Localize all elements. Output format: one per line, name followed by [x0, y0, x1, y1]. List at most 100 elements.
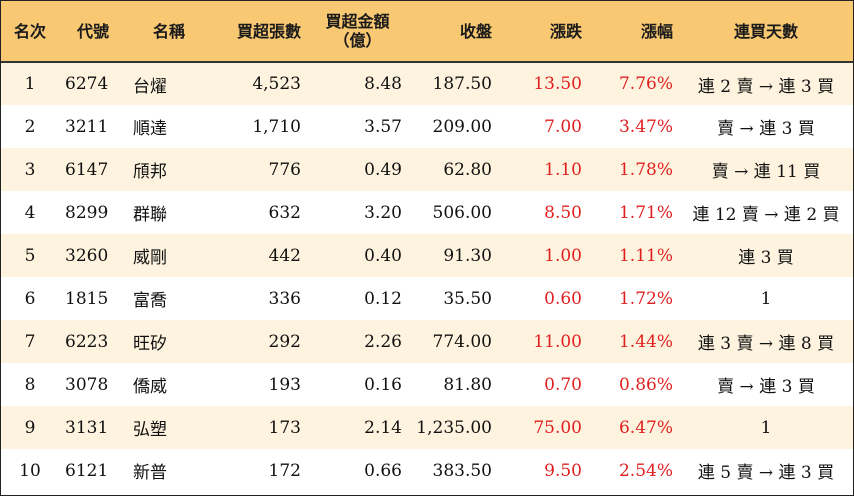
price-change-cell: 7.00: [544, 116, 582, 137]
buy-streak-cell: 連 3 買: [738, 248, 794, 268]
close-price-cell: 209.00: [432, 116, 492, 137]
buy-streak-cell: 1: [760, 417, 772, 438]
buy-streak-cell: 連 12 賣 → 連 2 買: [692, 205, 840, 225]
table-row: 4 8299 群聯 632 3.20 506.00 8.50 1.71% 連 12 賣 → 連 …: [1, 191, 853, 234]
net-buy-shares-cell: 442: [268, 245, 301, 266]
change-pct-cell: 1.72%: [618, 288, 673, 309]
net-buy-shares-cell: 173: [268, 417, 301, 438]
header-net-buy-amount: 買超金額 （億）: [307, 1, 408, 62]
buy-streak-cell: 1: [760, 288, 772, 309]
stock-code-cell: 1815: [65, 288, 109, 309]
change-pct-cell: 7.76%: [618, 74, 673, 94]
close-price-cell: 774.00: [432, 331, 492, 352]
stock-code-cell: 6223: [65, 331, 109, 352]
net-buy-shares-cell: 336: [268, 288, 301, 309]
net-buy-shares-cell: 172: [268, 460, 301, 481]
rank-cell: 1: [24, 74, 36, 94]
close-price-cell: 383.50: [432, 460, 492, 481]
change-pct-cell: 1.78%: [618, 159, 673, 180]
stock-name-cell: 台燿: [133, 76, 167, 97]
header-close: 收盤: [459, 21, 492, 41]
table-row: 9 3131 弘塑 173 2.14 1,235.00 75.00 6.47% 1: [1, 406, 853, 449]
buy-streak-cell: 連 5 賣 → 連 3 買: [697, 463, 835, 483]
stock-name-cell: 群聯: [133, 205, 167, 225]
rank-cell: 3: [24, 159, 36, 180]
stock-name-cell: 新普: [133, 463, 167, 483]
net-buy-amount-cell: 0.12: [364, 288, 402, 309]
rank-cell: 10: [19, 460, 41, 481]
table-row: 3 6147 頎邦 776 0.49 62.80 1.10 1.78% 賣 → 連 11 買: [1, 148, 853, 191]
table-body: 1 6274 台燿 4,523 8.48 187.50 13.50 7.76% 連 2 賣 → …: [1, 62, 853, 492]
net-buy-shares-cell: 1,710: [252, 116, 301, 137]
table-row: 6 1815 富喬 336 0.12 35.50 0.60 1.72% 1: [1, 277, 853, 320]
change-pct-cell: 1.11%: [618, 245, 673, 266]
net-buy-amount-cell: 0.49: [364, 159, 402, 180]
price-change-cell: 1.10: [544, 159, 582, 180]
price-change-cell: 0.60: [544, 288, 582, 309]
rank-cell: 5: [24, 245, 36, 266]
buy-streak-cell: 賣 → 連 3 買: [717, 119, 815, 139]
net-buy-shares-cell: 193: [268, 374, 301, 395]
net-buy-shares-cell: 292: [268, 331, 301, 352]
buy-streak-cell: 連 3 賣 → 連 8 買: [697, 334, 835, 354]
rank-cell: 4: [24, 202, 36, 223]
table-row: 7 6223 旺矽 292 2.26 774.00 11.00 1.44% 連 3 賣 → 連 …: [1, 320, 853, 363]
close-price-cell: 81.80: [443, 374, 492, 395]
buy-streak-cell: 賣 → 連 3 買: [717, 377, 815, 397]
stock-name-cell: 僑威: [133, 377, 167, 397]
table-header-row: 名次 代號 名稱 買超張數 買超金額 （億） 收盤 漲跌 漲幅 連買天數: [1, 1, 853, 62]
rank-cell: 2: [24, 116, 36, 137]
net-buy-amount-cell: 0.66: [364, 460, 402, 481]
header-rank: 名次: [13, 21, 46, 41]
price-change-cell: 8.50: [544, 202, 582, 223]
table-row: 5 3260 威剛 442 0.40 91.30 1.00 1.11% 連 3 買: [1, 234, 853, 277]
header-code: 代號: [76, 21, 109, 41]
stock-code-cell: 3260: [65, 245, 109, 266]
net-buy-amount-cell: 0.40: [364, 245, 402, 266]
price-change-cell: 1.00: [544, 245, 582, 266]
close-price-cell: 62.80: [443, 159, 492, 180]
net-buy-amount-cell: 0.16: [364, 374, 402, 395]
table-row: 1 6274 台燿 4,523 8.48 187.50 13.50 7.76% 連 2 賣 → …: [1, 62, 853, 105]
change-pct-cell: 1.71%: [618, 202, 673, 223]
stock-code-cell: 3078: [65, 374, 109, 395]
change-pct-cell: 3.47%: [618, 116, 673, 137]
net-buy-amount-cell: 2.26: [364, 331, 402, 352]
change-pct-cell: 0.86%: [618, 374, 673, 395]
net-buy-amount-cell: 2.14: [364, 417, 402, 438]
net-buy-shares-cell: 632: [268, 202, 301, 223]
buy-streak-cell: 連 2 賣 → 連 3 買: [697, 76, 835, 97]
buy-streak-cell: 賣 → 連 11 買: [711, 162, 821, 182]
close-price-cell: 35.50: [443, 288, 492, 309]
header-change: 漲跌: [549, 21, 582, 41]
table-row: 8 3078 僑威 193 0.16 81.80 0.70 0.86% 賣 → 連 3 買: [1, 363, 853, 406]
net-buy-shares-cell: 4,523: [252, 74, 301, 94]
rank-cell: 8: [24, 374, 36, 395]
header-net-buy-amount-line1: 買超金額: [325, 12, 390, 31]
price-change-cell: 75.00: [533, 417, 582, 438]
header-change-pct: 漲幅: [640, 21, 673, 41]
close-price-cell: 1,235.00: [416, 417, 492, 438]
stock-code-cell: 3211: [65, 116, 109, 137]
net-buy-amount-cell: 3.20: [364, 202, 402, 223]
change-pct-cell: 2.54%: [618, 460, 673, 481]
stock-code-cell: 3131: [65, 417, 109, 438]
rank-cell: 9: [24, 417, 36, 438]
stock-name-cell: 頎邦: [133, 162, 167, 182]
stock-name-cell: 旺矽: [133, 334, 167, 354]
close-price-cell: 506.00: [432, 202, 492, 223]
rank-cell: 7: [24, 331, 36, 352]
header-buy-streak: 連買天數: [733, 21, 798, 41]
stock-code-cell: 8299: [65, 202, 109, 223]
net-buy-amount-cell: 8.48: [364, 74, 402, 94]
price-change-cell: 13.50: [533, 74, 582, 94]
table-row: 10 6121 新普 172 0.66 383.50 9.50 2.54% 連 5 賣 → 連 …: [1, 449, 853, 492]
close-price-cell: 187.50: [432, 74, 492, 94]
stock-code-cell: 6274: [65, 74, 109, 94]
price-change-cell: 0.70: [544, 374, 582, 395]
stock-code-cell: 6147: [65, 159, 109, 180]
header-net-buy-amount-line2: （億）: [333, 31, 382, 50]
stock-name-cell: 富喬: [133, 291, 167, 311]
